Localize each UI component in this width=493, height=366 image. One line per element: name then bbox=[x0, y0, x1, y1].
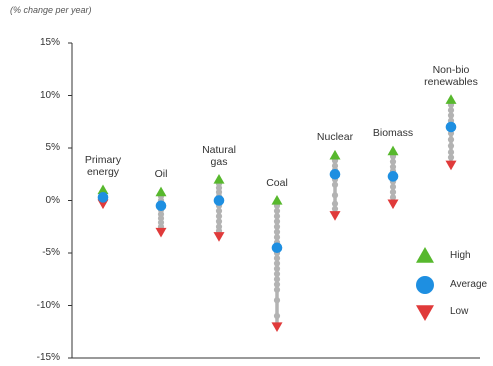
category-label: Primary energy bbox=[84, 154, 122, 178]
spread-point bbox=[447, 107, 455, 114]
spread-point bbox=[447, 142, 455, 149]
y-tick-label: 10% bbox=[39, 89, 60, 101]
high-marker bbox=[387, 145, 399, 156]
average-marker bbox=[155, 200, 167, 212]
category-label: Natural gas bbox=[202, 143, 236, 168]
spread-point bbox=[331, 200, 339, 207]
y-tick-label: 15% bbox=[39, 37, 60, 48]
y-tick-label: -5% bbox=[42, 247, 60, 258]
spread-point bbox=[389, 183, 397, 190]
legend-label-average: Average bbox=[450, 279, 488, 290]
spread-point bbox=[273, 234, 281, 241]
low-marker bbox=[271, 322, 283, 332]
legend-label-low: Low bbox=[450, 306, 469, 317]
high-marker bbox=[97, 184, 109, 195]
low-marker bbox=[155, 227, 167, 238]
spread-point bbox=[215, 213, 223, 220]
spread-point bbox=[273, 281, 281, 288]
spread-point bbox=[273, 223, 281, 230]
average-marker bbox=[445, 121, 457, 133]
spread-point bbox=[215, 207, 223, 215]
high-marker bbox=[445, 94, 457, 104]
legend-average-icon bbox=[416, 276, 434, 294]
spread-point bbox=[273, 207, 281, 215]
spread-point bbox=[331, 181, 339, 188]
average-marker bbox=[271, 242, 283, 254]
spread-point bbox=[447, 149, 455, 156]
spread-point bbox=[389, 194, 397, 201]
high-marker bbox=[329, 149, 341, 160]
spread-point bbox=[273, 260, 281, 267]
spread-point bbox=[331, 205, 339, 212]
low-marker bbox=[329, 211, 341, 221]
y-tick-label: 5% bbox=[45, 142, 60, 153]
legend-low-icon bbox=[416, 305, 434, 321]
category-label: Non-bio renewables bbox=[424, 63, 478, 88]
y-tick-label: 0% bbox=[45, 194, 60, 206]
spread-point bbox=[273, 228, 281, 236]
spread-point bbox=[447, 112, 455, 119]
spread-point bbox=[273, 265, 281, 272]
spread-point bbox=[273, 270, 281, 278]
category-label: Coal bbox=[266, 176, 288, 189]
low-marker bbox=[387, 199, 399, 210]
high-marker bbox=[213, 174, 225, 184]
legend-high-icon bbox=[416, 247, 434, 263]
high-marker bbox=[271, 195, 283, 205]
spread-point bbox=[447, 136, 455, 143]
spread-point bbox=[273, 286, 281, 293]
y-tick-label: -15% bbox=[36, 352, 60, 363]
spread-point bbox=[273, 276, 281, 283]
spread-point bbox=[215, 218, 223, 225]
category-label: Biomass bbox=[372, 127, 414, 140]
y-tick-label: -10% bbox=[36, 299, 60, 311]
legend-label-high: High bbox=[450, 250, 471, 261]
spread-point bbox=[273, 297, 281, 304]
spread-point bbox=[273, 312, 281, 320]
low-marker bbox=[445, 160, 457, 171]
spread-point bbox=[389, 158, 397, 165]
spread-point bbox=[447, 154, 455, 161]
spread-point bbox=[273, 213, 281, 220]
spread-point bbox=[389, 189, 397, 196]
category-label: Oil bbox=[154, 168, 168, 181]
spread-point bbox=[331, 192, 339, 199]
spread-point bbox=[273, 255, 281, 262]
average-marker bbox=[329, 168, 341, 180]
high-marker bbox=[155, 186, 167, 197]
average-marker bbox=[387, 171, 399, 182]
unit-note: (% change per year) bbox=[10, 5, 92, 15]
average-marker bbox=[97, 192, 109, 203]
category-label: Nuclear bbox=[316, 131, 354, 144]
spread-point bbox=[273, 218, 281, 225]
low-marker bbox=[213, 232, 225, 242]
average-marker bbox=[213, 195, 225, 206]
low-marker bbox=[97, 199, 109, 210]
